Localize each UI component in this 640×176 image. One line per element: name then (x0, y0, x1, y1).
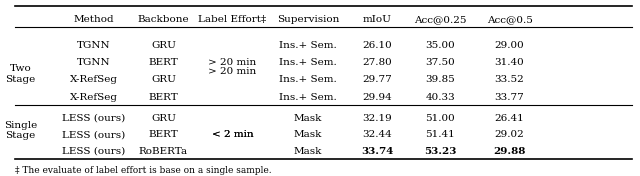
Text: RoBERTa: RoBERTa (139, 147, 188, 156)
Text: 29.77: 29.77 (362, 75, 392, 84)
Text: 39.85: 39.85 (426, 75, 455, 84)
Text: Label Effort‡: Label Effort‡ (198, 15, 267, 24)
Text: 51.41: 51.41 (426, 130, 455, 139)
Text: 35.00: 35.00 (426, 41, 455, 50)
Text: Ins.+ Sem.: Ins.+ Sem. (279, 75, 337, 84)
Text: 26.10: 26.10 (362, 41, 392, 50)
Text: Ins.+ Sem.: Ins.+ Sem. (279, 41, 337, 50)
Text: mIoU: mIoU (363, 15, 392, 24)
Text: ‡ The evaluate of label effort is base on a single sample.: ‡ The evaluate of label effort is base o… (15, 166, 272, 175)
Text: 51.00: 51.00 (426, 114, 455, 123)
Text: 29.94: 29.94 (362, 93, 392, 102)
Text: BERT: BERT (148, 93, 178, 102)
Text: 29.02: 29.02 (495, 130, 524, 139)
Text: Mask: Mask (294, 147, 323, 156)
Text: BERT: BERT (148, 58, 178, 67)
Text: GRU: GRU (151, 75, 176, 84)
Text: 37.50: 37.50 (426, 58, 455, 67)
Text: 26.41: 26.41 (495, 114, 524, 123)
Text: Acc@0.25: Acc@0.25 (414, 15, 467, 24)
Text: Acc@0.5: Acc@0.5 (486, 15, 532, 24)
Text: Mask: Mask (294, 114, 323, 123)
Text: X-RefSeg: X-RefSeg (70, 75, 118, 84)
Text: GRU: GRU (151, 114, 176, 123)
Text: Mask: Mask (294, 130, 323, 139)
Text: X-RefSeg: X-RefSeg (70, 93, 118, 102)
Text: 33.77: 33.77 (495, 93, 524, 102)
Text: TGNN: TGNN (77, 58, 111, 67)
Text: 32.44: 32.44 (362, 130, 392, 139)
Text: 53.23: 53.23 (424, 147, 456, 156)
Text: < 2 min: < 2 min (212, 130, 253, 139)
Text: 29.00: 29.00 (495, 41, 524, 50)
Text: Ins.+ Sem.: Ins.+ Sem. (279, 58, 337, 67)
Text: GRU: GRU (151, 41, 176, 50)
Text: Single
Stage: Single Stage (4, 121, 37, 140)
Text: LESS (ours): LESS (ours) (63, 114, 125, 123)
Text: 32.19: 32.19 (362, 114, 392, 123)
Text: 29.88: 29.88 (493, 147, 525, 156)
Text: < 2 min: < 2 min (212, 130, 253, 139)
Text: 27.80: 27.80 (362, 58, 392, 67)
Text: Backbone: Backbone (138, 15, 189, 24)
Text: Supervision: Supervision (277, 15, 339, 24)
Text: Ins.+ Sem.: Ins.+ Sem. (279, 93, 337, 102)
Text: > 20 min: > 20 min (209, 58, 257, 67)
Text: 33.52: 33.52 (495, 75, 524, 84)
Text: BERT: BERT (148, 130, 178, 139)
Text: 40.33: 40.33 (426, 93, 455, 102)
Text: LESS (ours): LESS (ours) (63, 147, 125, 156)
Text: TGNN: TGNN (77, 41, 111, 50)
Text: LESS (ours): LESS (ours) (63, 130, 125, 139)
Text: 33.74: 33.74 (361, 147, 394, 156)
Text: Two
Stage: Two Stage (5, 64, 36, 84)
Text: Method: Method (74, 15, 115, 24)
Text: 31.40: 31.40 (495, 58, 524, 67)
Text: > 20 min: > 20 min (209, 67, 257, 76)
